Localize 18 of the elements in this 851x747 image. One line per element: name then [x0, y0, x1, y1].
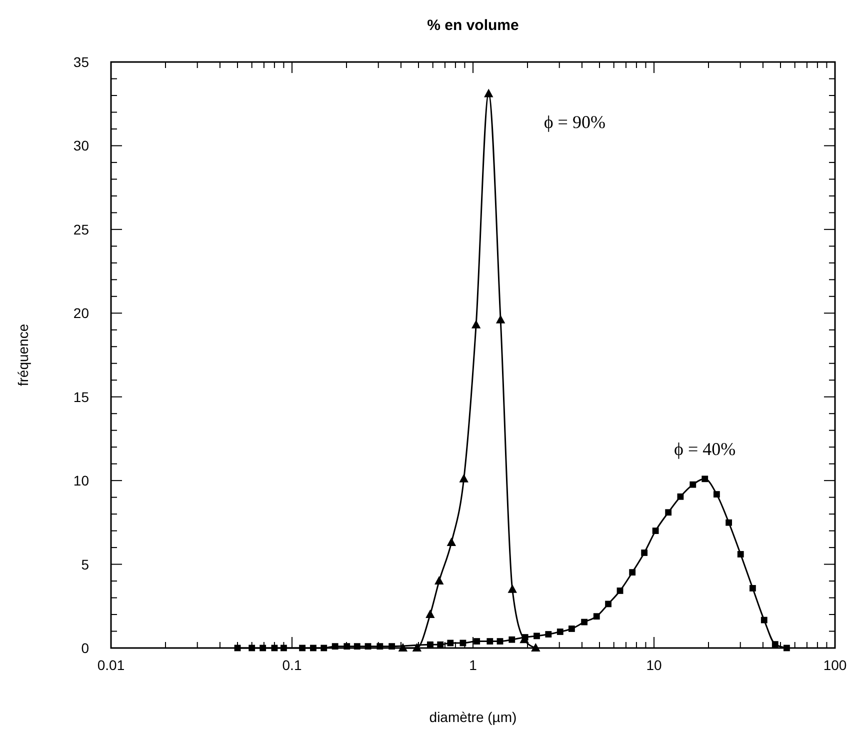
x-tick-label: 10: [646, 657, 662, 673]
x-tick-label: 100: [823, 657, 847, 673]
x-axis-title: diamètre (µm): [429, 709, 517, 725]
y-tick-label: 10: [73, 472, 90, 489]
series-label: ϕ = 40%: [674, 438, 736, 459]
y-tick-label: 30: [73, 138, 90, 154]
x-tick-label: 1: [469, 657, 478, 673]
y-tick-label: 35: [73, 54, 90, 70]
x-tick-label: 0.1: [282, 657, 302, 673]
y-tick-label: 25: [73, 221, 90, 238]
text: ϕ = 90%: [544, 112, 606, 132]
chart-title: % en volume: [427, 17, 519, 34]
y-axis-title: fréquence: [15, 324, 31, 386]
y-tick-label: 20: [73, 305, 90, 322]
y-tick-label: 0: [81, 640, 90, 656]
y-tick-label: 5: [81, 556, 90, 572]
x-tick-label: 0.01: [97, 657, 125, 673]
y-tick-label: 15: [73, 388, 90, 405]
